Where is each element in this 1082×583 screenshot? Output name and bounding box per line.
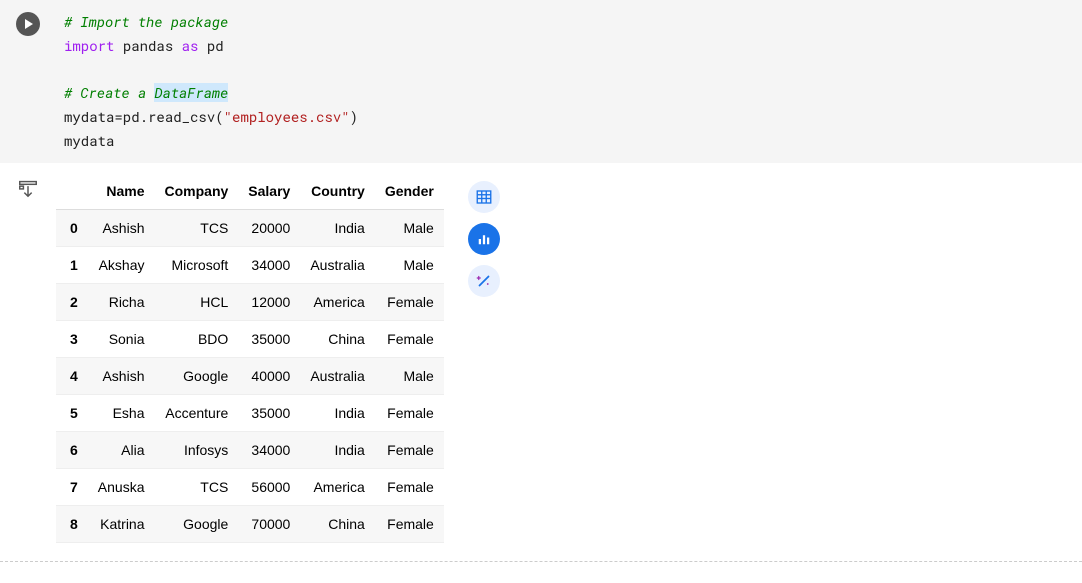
code-editor[interactable]: # Import the package import pandas as pd… <box>56 0 1082 163</box>
code-text: pd <box>198 36 223 55</box>
table-cell: Female <box>375 283 444 320</box>
table-cell: 20000 <box>238 209 300 246</box>
code-comment-text: # Create a <box>64 83 154 102</box>
output-cell: Name Company Salary Country Gender 0 Ash… <box>0 163 1082 562</box>
table-cell: America <box>300 283 374 320</box>
table-header-row: Name Company Salary Country Gender <box>56 173 444 210</box>
table-cell: Alia <box>88 431 155 468</box>
table-cell: TCS <box>155 209 239 246</box>
table-cell: America <box>300 468 374 505</box>
table-view-button[interactable] <box>468 181 500 213</box>
table-cell: India <box>300 209 374 246</box>
table-cell: China <box>300 320 374 357</box>
table-cell: 34000 <box>238 246 300 283</box>
table-row: 7 Anuska TCS 56000 America Female <box>56 468 444 505</box>
table-cell: 56000 <box>238 468 300 505</box>
code-text: mydata <box>64 131 114 150</box>
code-text: mydata=pd.read_csv( <box>64 107 224 126</box>
table-col-header: Gender <box>375 173 444 210</box>
table-cell: Google <box>155 505 239 542</box>
table-cell: Anuska <box>88 468 155 505</box>
code-comment: # Create a DataFrame <box>64 83 228 102</box>
table-cell: Male <box>375 246 444 283</box>
table-row: 5 Esha Accenture 35000 India Female <box>56 394 444 431</box>
output-gutter <box>0 163 56 561</box>
code-keyword: import <box>64 36 114 55</box>
table-row-index: 7 <box>56 468 88 505</box>
table-cell: Katrina <box>88 505 155 542</box>
table-row-index: 2 <box>56 283 88 320</box>
table-row: 1 Akshay Microsoft 34000 Australia Male <box>56 246 444 283</box>
table-row-index: 8 <box>56 505 88 542</box>
code-keyword: as <box>182 36 199 55</box>
table-row: 3 Sonia BDO 35000 China Female <box>56 320 444 357</box>
table-cell: 34000 <box>238 431 300 468</box>
table-cell: Sonia <box>88 320 155 357</box>
table-row: 0 Ashish TCS 20000 India Male <box>56 209 444 246</box>
play-icon <box>25 19 33 29</box>
run-button[interactable] <box>16 12 40 36</box>
table-cell: Australia <box>300 246 374 283</box>
output-action-buttons <box>468 181 500 297</box>
table-row: 8 Katrina Google 70000 China Female <box>56 505 444 542</box>
magic-wand-icon <box>475 272 493 290</box>
table-row: 2 Richa HCL 12000 America Female <box>56 283 444 320</box>
bar-chart-icon <box>475 230 493 248</box>
chart-view-button[interactable] <box>468 223 500 255</box>
table-cell: Female <box>375 394 444 431</box>
table-cell: Esha <box>88 394 155 431</box>
table-cell: Male <box>375 357 444 394</box>
table-cell: TCS <box>155 468 239 505</box>
table-cell: BDO <box>155 320 239 357</box>
table-cell: Female <box>375 468 444 505</box>
table-cell: Richa <box>88 283 155 320</box>
table-cell: 12000 <box>238 283 300 320</box>
code-string: "employees.csv" <box>224 107 350 126</box>
table-cell: 35000 <box>238 394 300 431</box>
table-row-index: 3 <box>56 320 88 357</box>
code-text: ) <box>350 107 358 126</box>
table-col-header: Company <box>155 173 239 210</box>
table-cell: 70000 <box>238 505 300 542</box>
table-row-index: 6 <box>56 431 88 468</box>
table-cell: Female <box>375 431 444 468</box>
table-cell: Female <box>375 505 444 542</box>
table-cell: Infosys <box>155 431 239 468</box>
table-cell: India <box>300 431 374 468</box>
table-cell: 40000 <box>238 357 300 394</box>
output-expand-icon[interactable] <box>17 177 39 199</box>
table-row-index: 1 <box>56 246 88 283</box>
code-text: pandas <box>114 36 181 55</box>
table-row: 4 Ashish Google 40000 Australia Male <box>56 357 444 394</box>
table-cell: India <box>300 394 374 431</box>
table-cell: Google <box>155 357 239 394</box>
table-cell: Ashish <box>88 357 155 394</box>
code-cell: # Import the package import pandas as pd… <box>0 0 1082 163</box>
cell-gutter <box>0 0 56 163</box>
table-row-index: 5 <box>56 394 88 431</box>
table-cell: 35000 <box>238 320 300 357</box>
table-cell: Microsoft <box>155 246 239 283</box>
table-icon <box>475 188 493 206</box>
dataframe-table: Name Company Salary Country Gender 0 Ash… <box>56 173 444 543</box>
table-col-header: Salary <box>238 173 300 210</box>
table-cell: Akshay <box>88 246 155 283</box>
table-row-index: 0 <box>56 209 88 246</box>
table-corner <box>56 173 88 210</box>
output-body: Name Company Salary Country Gender 0 Ash… <box>56 163 1082 561</box>
table-col-header: Name <box>88 173 155 210</box>
table-row-index: 4 <box>56 357 88 394</box>
table-cell: HCL <box>155 283 239 320</box>
table-cell: Australia <box>300 357 374 394</box>
table-cell: Accenture <box>155 394 239 431</box>
table-row: 6 Alia Infosys 34000 India Female <box>56 431 444 468</box>
table-cell: Female <box>375 320 444 357</box>
table-cell: Ashish <box>88 209 155 246</box>
code-comment-highlight: DataFrame <box>154 83 228 102</box>
suggest-button[interactable] <box>468 265 500 297</box>
code-comment: # Import the package <box>64 12 228 31</box>
table-cell: Male <box>375 209 444 246</box>
table-cell: China <box>300 505 374 542</box>
table-col-header: Country <box>300 173 374 210</box>
